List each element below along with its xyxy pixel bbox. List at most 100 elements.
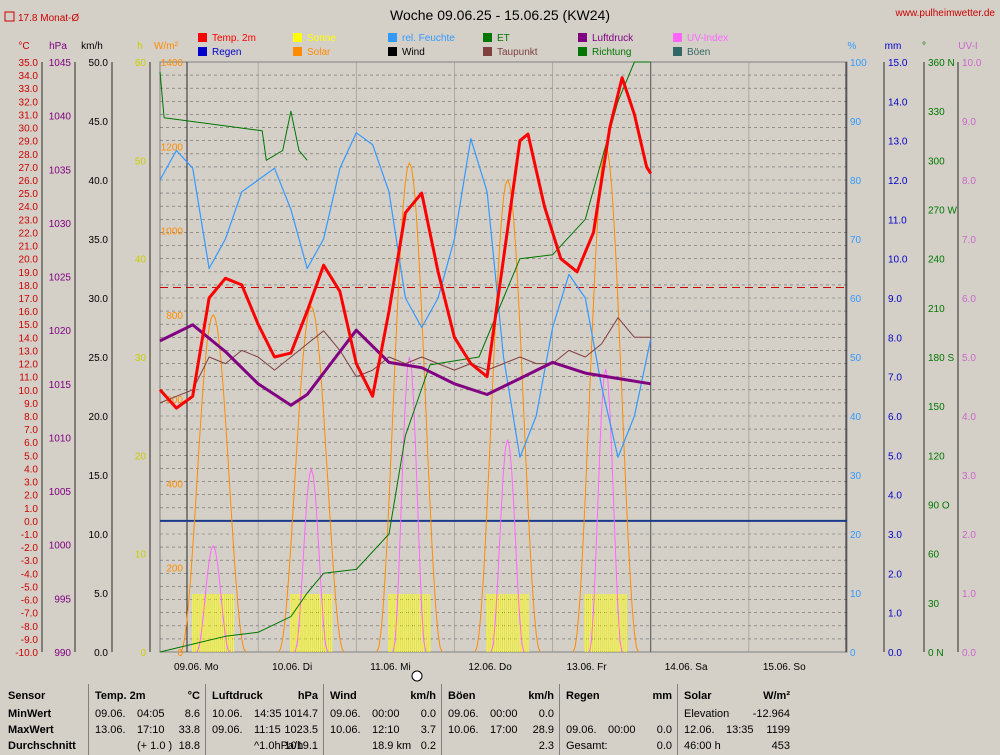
day-label: 15.06. So [763, 662, 806, 673]
summary-unit: km/h [410, 690, 436, 702]
monthly-avg-label: 17.8 Monat-Ø [18, 13, 79, 24]
uv-tick-label: 3.0 [962, 471, 976, 482]
pressure-line [159, 323, 651, 407]
wind-tick-label: 10.0 [89, 530, 109, 541]
temp-tick-label: 18.0 [19, 281, 39, 292]
summary-gusts-col: Böen km/h 09.06. 00:00 0.0 10.06. 17:00 28.9 2.3 [441, 684, 559, 755]
wind-tick-label: 50.0 [89, 58, 109, 69]
uv-tick-label: 7.0 [962, 235, 976, 246]
uv-tick-label: 9.0 [962, 117, 976, 128]
summary-unit: km/h [528, 690, 554, 702]
rain-tick-label: 2.0 [888, 569, 902, 580]
summary-value: 8.6 [184, 708, 200, 720]
direction-tick-label: 180 S [928, 353, 954, 364]
legend-swatch [293, 33, 302, 42]
pressure-tick-label: 1030 [49, 219, 72, 230]
summary-value: 0.2 [420, 740, 436, 752]
summary-temp-col: Temp. 2m °C 09.06. 04:05 8.6 13.06. 17:10 33.8 (… [88, 684, 205, 755]
temp-tick-label: 21.0 [19, 242, 39, 253]
site-link[interactable]: www.pulheimwetter.de [895, 8, 996, 19]
legend-label: Regen [212, 47, 241, 58]
temp-tick-label: 16.0 [19, 307, 39, 318]
chart-canvas: °C 35.0 34.0 33.0 32.0 31.0 30.0 29.0 28.0 27.0 26… [4, 7, 996, 682]
temp-tick-label: -2.0 [21, 543, 39, 554]
wind-tick-label: 40.0 [89, 176, 109, 187]
uv-curve [196, 544, 230, 653]
temp-tick-label: 5.0 [24, 451, 38, 462]
summary-value: 33.8 [178, 724, 200, 736]
uv-tick-label: 8.0 [962, 176, 976, 187]
pressure-tick-label: 995 [54, 594, 71, 605]
temp-tick-label: 30.0 [19, 124, 39, 135]
temp-tick-label: -4.0 [21, 569, 39, 580]
summary-date: 09.06. [212, 724, 243, 736]
day-label: 13.06. Fr [567, 662, 608, 673]
temp-tick-label: 20.0 [19, 255, 39, 266]
summary-value: 0.0 [420, 708, 436, 720]
uv-axis-unit: UV-I [958, 41, 977, 52]
summary-value: 1023.5 [284, 724, 318, 736]
wind-tick-label: 25.0 [89, 353, 109, 364]
summary-row-label: Durchschnitt [8, 740, 76, 752]
direction-tick-label: 360 N [928, 58, 955, 69]
solar-tick-label: 800 [166, 311, 183, 322]
temp-tick-label: 6.0 [24, 438, 38, 449]
solar-tick-label: 0 [177, 648, 183, 659]
scroll-knob-icon[interactable] [411, 670, 423, 682]
rain-tick-label: 11.0 [888, 215, 907, 226]
legend-swatch [578, 47, 587, 56]
sun-axis-unit: h [137, 41, 143, 52]
temp-tick-label: 23.0 [19, 215, 39, 226]
pressure-tick-label: 1020 [49, 326, 72, 337]
temp-tick-label: 0.0 [24, 517, 38, 528]
sun-tick-label: 40 [135, 255, 147, 266]
summary-header: Temp. 2m [95, 690, 146, 702]
legend-label: Richtung [592, 47, 631, 58]
temp-tick-label: 7.0 [24, 425, 38, 436]
monthly-avg-icon [4, 11, 15, 22]
legend-label: UV-Index [687, 33, 728, 44]
summary-unit: mm [652, 690, 672, 702]
legend-swatch [483, 47, 492, 56]
summary-rain-col: Regen mm 09.06. 00:00 0.0 Gesamt: 0.0 [559, 684, 677, 755]
solar-tick-label: 1000 [161, 227, 184, 238]
temperature-line [158, 76, 652, 410]
direction-tick-label: 270 W [928, 206, 957, 217]
uv-tick-label: 4.0 [962, 412, 976, 423]
uv-tick-label: 1.0 [962, 589, 976, 600]
summary-date: 13.06. [95, 724, 126, 736]
summary-date: 09.06. [566, 724, 597, 736]
summary-value: 453 [771, 740, 790, 752]
pressure-tick-label: 1000 [49, 541, 72, 552]
legend-swatch [198, 33, 207, 42]
legend-swatch [673, 47, 682, 56]
direction-tick-label: 330 [928, 107, 945, 118]
summary-value: 3.7 [420, 724, 436, 736]
summary-date: 09.06. [330, 708, 361, 720]
day-label: 12.06. Do [468, 662, 512, 673]
summary-value: 1014.7 [284, 708, 318, 720]
summary-time: 04:05 [137, 708, 165, 720]
direction-tick-label: 60 [928, 550, 940, 561]
humidity-tick-label: 0 [850, 648, 856, 659]
uv-curve [294, 467, 329, 653]
sun-tick-label: 0 [140, 648, 146, 659]
et-line [159, 61, 651, 653]
legend-swatch [198, 47, 207, 56]
summary-date: 10.06. [212, 708, 243, 720]
axes: °C 35.0 34.0 33.0 32.0 31.0 30.0 29.0 28.0 27.0 26… [15, 41, 982, 673]
temp-tick-label: -7.0 [21, 609, 39, 620]
temp-tick-label: 10.0 [19, 386, 39, 397]
rain-tick-label: 14.0 [888, 97, 908, 108]
summary-header: Regen [566, 690, 600, 702]
wind-tick-label: 5.0 [94, 589, 108, 600]
temp-tick-label: 29.0 [19, 137, 39, 148]
summary-solar-col: Solar W/m² Elevation -12.964 12.06. 13:35 1199… [677, 684, 795, 755]
day-label: 10.06. Di [272, 662, 312, 673]
temp-tick-label: -9.0 [21, 635, 39, 646]
legend: Temp. 2m Sonne rel. Feuchte ET Luftdruck UV-I… [198, 33, 728, 58]
temp-tick-label: 13.0 [19, 346, 39, 357]
wind-tick-label: 15.0 [89, 471, 109, 482]
summary-row-label: MaxWert [8, 724, 54, 736]
